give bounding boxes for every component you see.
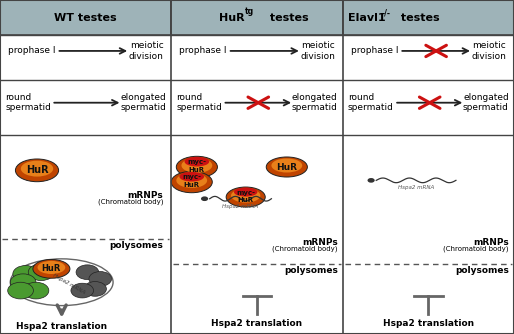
Text: elongated
spermatid: elongated spermatid: [292, 93, 338, 113]
Text: Hspa2 translation: Hspa2 translation: [211, 320, 303, 328]
Ellipse shape: [231, 188, 260, 202]
Text: meiotic
division: meiotic division: [471, 41, 506, 61]
Text: meiotic
division: meiotic division: [300, 41, 335, 61]
Circle shape: [201, 196, 208, 201]
Ellipse shape: [15, 159, 59, 182]
Bar: [171, 0, 343, 35]
Text: Hspa2 mRNA: Hspa2 mRNA: [223, 204, 259, 209]
Text: HuR: HuR: [42, 265, 61, 273]
Text: polysomes: polysomes: [109, 241, 163, 250]
Text: myc-: myc-: [236, 190, 255, 195]
Ellipse shape: [234, 187, 258, 196]
Bar: [343, 0, 514, 35]
Text: round
spermatid: round spermatid: [348, 93, 394, 113]
Ellipse shape: [21, 161, 53, 177]
Ellipse shape: [271, 159, 302, 173]
Text: polysomes: polysomes: [455, 266, 509, 275]
Circle shape: [76, 265, 99, 280]
Text: mRNPs: mRNPs: [302, 238, 338, 246]
Text: HuR: HuR: [183, 182, 200, 188]
Circle shape: [23, 282, 49, 299]
Bar: [0, 0, 171, 35]
Text: tg: tg: [245, 7, 254, 16]
Ellipse shape: [176, 173, 207, 188]
Text: -/-: -/-: [381, 8, 391, 17]
Ellipse shape: [181, 158, 212, 173]
Text: testes: testes: [266, 13, 309, 22]
Circle shape: [8, 282, 33, 299]
Circle shape: [89, 272, 112, 286]
Circle shape: [10, 274, 36, 291]
Text: (Chromatoid body): (Chromatoid body): [98, 199, 163, 205]
Ellipse shape: [179, 172, 204, 181]
Text: Hspa2 mRNA: Hspa2 mRNA: [398, 185, 434, 190]
Text: mRNPs: mRNPs: [473, 238, 509, 246]
Text: myc-: myc-: [182, 174, 201, 180]
Text: WT testes: WT testes: [54, 13, 117, 22]
Text: prophase I: prophase I: [351, 46, 398, 55]
Ellipse shape: [266, 157, 307, 177]
Text: HuR: HuR: [277, 163, 297, 171]
Text: HuR: HuR: [237, 197, 254, 202]
Text: meiotic
division: meiotic division: [128, 41, 163, 61]
Ellipse shape: [226, 187, 265, 207]
Text: mRNPs: mRNPs: [127, 191, 163, 200]
Text: testes: testes: [397, 13, 439, 22]
Text: (Chromatoid body): (Chromatoid body): [272, 245, 338, 252]
Text: polysomes: polysomes: [284, 266, 338, 275]
Text: prophase I: prophase I: [8, 46, 55, 55]
Text: HuR: HuR: [218, 13, 244, 22]
Text: elongated
spermatid: elongated spermatid: [120, 93, 166, 113]
Text: prophase I: prophase I: [179, 46, 226, 55]
Text: Hspa2 translation: Hspa2 translation: [16, 322, 107, 331]
Circle shape: [28, 264, 54, 281]
Ellipse shape: [176, 156, 217, 178]
Text: Hspa2 mRNA: Hspa2 mRNA: [52, 273, 86, 295]
Text: myc-: myc-: [188, 159, 206, 165]
Text: HuR: HuR: [189, 167, 205, 173]
Text: Elavl1: Elavl1: [348, 13, 386, 22]
Ellipse shape: [33, 260, 70, 278]
Ellipse shape: [38, 261, 65, 274]
Circle shape: [84, 282, 106, 296]
Circle shape: [368, 178, 375, 183]
Circle shape: [71, 283, 94, 298]
Text: Hspa2 translation: Hspa2 translation: [383, 320, 474, 328]
Ellipse shape: [171, 171, 212, 193]
Text: round
spermatid: round spermatid: [176, 93, 222, 113]
Text: elongated
spermatid: elongated spermatid: [463, 93, 509, 113]
Text: round
spermatid: round spermatid: [5, 93, 51, 113]
Ellipse shape: [185, 157, 209, 166]
Text: (Chromatoid body): (Chromatoid body): [444, 245, 509, 252]
Circle shape: [13, 266, 39, 282]
Text: HuR: HuR: [26, 165, 48, 175]
